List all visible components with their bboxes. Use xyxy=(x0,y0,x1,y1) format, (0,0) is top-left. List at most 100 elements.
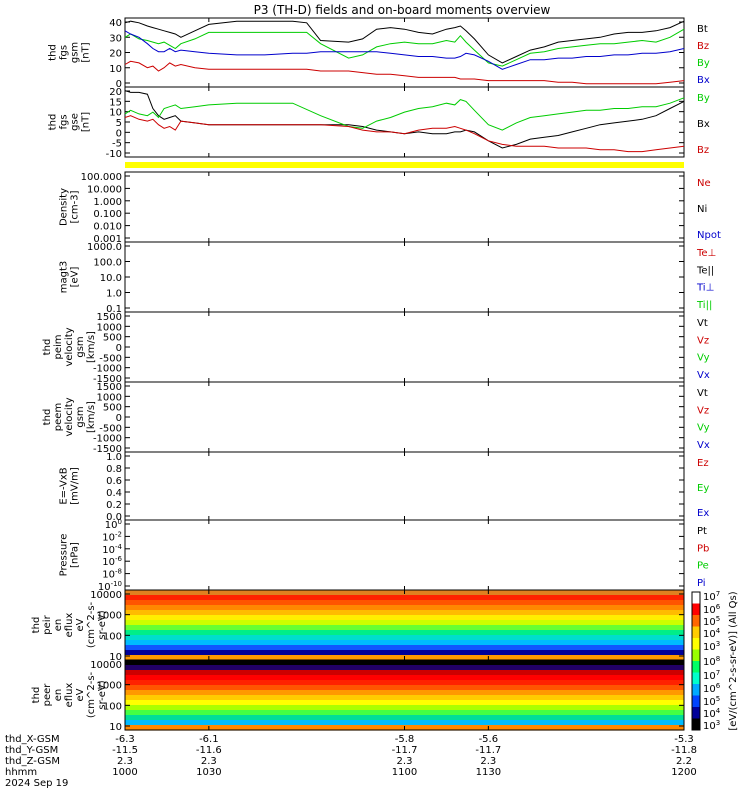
y-tick-label: 1500 xyxy=(97,382,122,393)
y-axis-label: peim xyxy=(53,334,64,359)
colorbar-tick-label-exp: 6 xyxy=(716,603,721,611)
x-tick-value: 1030 xyxy=(196,767,221,778)
heatmap-band xyxy=(125,645,684,651)
y-tick-label: 0.6 xyxy=(106,476,122,487)
y-tick-label: 10 xyxy=(109,722,122,733)
colorbar-tick-label-base: 10 xyxy=(703,671,716,682)
y-tick-label: 10000 xyxy=(90,590,122,601)
legend-entry: Ez xyxy=(697,458,709,469)
colorbar-tick-label-exp: 7 xyxy=(716,590,720,598)
series-line-bt xyxy=(124,20,685,64)
colorbar-segment xyxy=(692,626,700,639)
colorbar-segment xyxy=(692,592,700,604)
y-tick-label: 10 xyxy=(109,64,122,75)
colorbar-tick-label: 105 xyxy=(703,695,720,708)
heatmap-band xyxy=(125,720,684,726)
x-tick-value: 1000 xyxy=(112,767,137,778)
x-tick-value: -5.8 xyxy=(395,734,415,745)
y-axis-label: Pressure xyxy=(59,534,70,577)
heatmap-band xyxy=(125,620,684,626)
x-tick-value: 2.3 xyxy=(397,756,413,767)
y-axis-label: velocity xyxy=(64,327,75,366)
x-axis-row-label: thd_X-GSM xyxy=(5,734,60,745)
colorbar-tick-label-base: 10 xyxy=(703,684,716,695)
colorbar-tick-label-base: 10 xyxy=(703,709,716,720)
y-axis-label: gsm xyxy=(70,42,81,63)
y-axis-label: thd xyxy=(48,44,59,61)
panel-peir: 10000 1000 100 10 thd peir en eflux eV (cm^2-s-sr… xyxy=(31,589,685,663)
y-axis-label: [nT] xyxy=(81,112,92,132)
colorbar-segment xyxy=(692,672,700,685)
colorbar-tick-label-exp: 4 xyxy=(716,627,721,635)
colorbar-tick-label-exp: 5 xyxy=(716,615,720,623)
heatmap-band xyxy=(125,640,684,646)
y-tick-label: 0.1 xyxy=(106,304,122,315)
y-axis-label: thd xyxy=(48,114,59,131)
y-tick-label: -5 xyxy=(112,139,122,150)
heatmap-band xyxy=(125,690,684,696)
x-tick-value: 1200 xyxy=(671,767,696,778)
colorbar-tick-label: 107 xyxy=(703,669,720,682)
legend-entry: Ne xyxy=(697,178,711,189)
legend-entry: Vy xyxy=(697,353,710,364)
y-axis-label: E=-VxB xyxy=(59,467,70,504)
heatmap-band xyxy=(125,665,684,671)
panel-frame xyxy=(124,381,685,453)
heatmap-band xyxy=(125,715,684,721)
x-axis-row-label: thd_Z-GSM xyxy=(5,756,60,767)
y-axis-label: eV xyxy=(75,618,86,631)
legend-entry: Bz xyxy=(697,41,709,52)
y-tick-label: 0.010 xyxy=(93,222,122,233)
legend-entry: Vx xyxy=(697,440,710,451)
legend-entry: Te⊥ xyxy=(696,248,716,259)
x-tick-value: 1130 xyxy=(476,767,501,778)
x-axis-row-label: hhmm xyxy=(5,767,37,778)
x-tick-value: 1100 xyxy=(392,767,417,778)
y-axis-label: thd xyxy=(42,339,53,356)
y-axis-label: [km/s] xyxy=(86,401,97,433)
heatmap-band xyxy=(125,595,684,601)
y-tick-label: 0.0 xyxy=(106,512,122,523)
x-tick-value: -5.3 xyxy=(674,734,694,745)
colorbar-tick-label: 108 xyxy=(703,655,720,668)
legend-entry: Ey xyxy=(697,483,709,494)
colorbar-segment xyxy=(692,718,700,731)
colorbar-tick-label: 103 xyxy=(703,640,720,653)
y-tick-label: 0 xyxy=(116,79,122,90)
colorbar-segment xyxy=(692,695,700,708)
legend-entry: By xyxy=(697,58,710,69)
heatmap-band xyxy=(125,650,684,656)
x-tick-value: -11.7 xyxy=(392,745,418,756)
x-tick-value: -11.6 xyxy=(196,745,222,756)
y-axis-label: (cm^2-s- xyxy=(86,601,97,648)
y-tick-label: 10-4 xyxy=(102,543,122,556)
y-axis-label: en xyxy=(53,689,64,702)
heatmap-band xyxy=(125,685,684,691)
y-tick-label: 100.000 xyxy=(81,172,122,183)
y-axis-label: sr-eV) xyxy=(97,610,108,639)
colorbar-label: [eV/(cm^2-s-sr-eV)] (All Qs) xyxy=(728,591,739,730)
colorbar-tick-label: 106 xyxy=(703,682,721,695)
y-tick-label: 10000 xyxy=(90,660,122,671)
x-axis-row-label: thd_Y-GSM xyxy=(5,745,58,756)
series-line-by xyxy=(124,28,685,67)
y-tick-label-exp: -10 xyxy=(111,580,122,588)
y-tick-label: 40 xyxy=(109,18,122,29)
y-tick-label: 0.4 xyxy=(106,488,122,499)
colorbar-tick-label-base: 10 xyxy=(703,629,716,640)
y-tick-label: 1.000 xyxy=(93,197,122,208)
heatmap-band xyxy=(125,680,684,686)
y-tick-label: 1000.0 xyxy=(87,242,122,253)
legend-entry: Bt xyxy=(697,24,708,35)
y-axis-label: [eV] xyxy=(70,267,81,288)
x-tick-value: 2.3 xyxy=(480,756,496,767)
legend-entry: Vz xyxy=(697,405,709,416)
colorbar-tick-label-exp: 3 xyxy=(716,719,720,727)
y-tick-label: 5 xyxy=(116,118,122,129)
colorbar-tick-label: 104 xyxy=(703,707,721,720)
y-tick-label: 0.2 xyxy=(106,500,122,511)
